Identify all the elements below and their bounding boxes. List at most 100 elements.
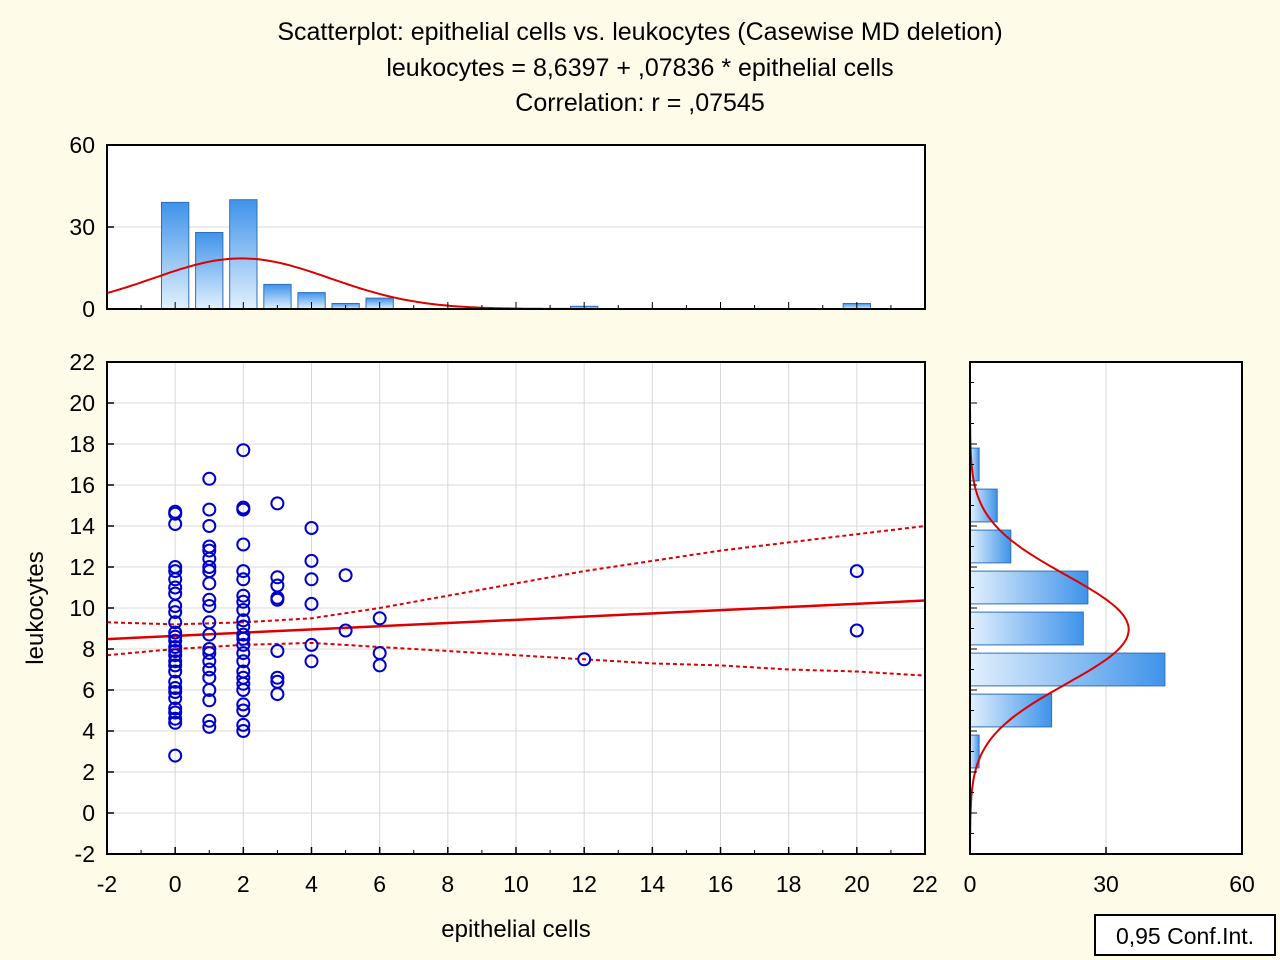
x-histogram-bar	[229, 199, 258, 310]
scatter-point	[372, 646, 387, 661]
y-histogram-panel: 0 30 60	[964, 361, 1255, 897]
y-histogram-ticks: 0 30 60	[964, 361, 1255, 897]
scatter-point	[236, 613, 251, 628]
scatter-point	[168, 560, 183, 574]
scatter-point	[168, 580, 183, 595]
scatter-point	[168, 644, 183, 658]
scatter-point	[270, 578, 285, 593]
scatter-point	[202, 670, 217, 685]
scatter-point	[202, 599, 217, 613]
y-histogram-x-tick-label: 0	[964, 871, 977, 897]
y-tick-label: 8	[82, 636, 95, 662]
scatter-point	[236, 564, 251, 579]
x-histogram-y-tick-label: 60	[69, 132, 95, 158]
y-tick-label: 0	[82, 800, 95, 826]
y-tick-label: 10	[69, 595, 95, 621]
x-tick-label: 0	[169, 871, 182, 897]
scatter-point	[236, 594, 251, 609]
y-tick-label: 16	[69, 472, 95, 498]
scatter-point	[168, 691, 183, 706]
scatter-point	[304, 521, 319, 535]
y-tick-label: 18	[69, 431, 95, 457]
scatter-point	[849, 623, 864, 638]
scatter-point	[304, 596, 319, 611]
conf-band-upper	[106, 525, 926, 626]
scatter-point	[202, 642, 217, 656]
y-histogram-bar	[969, 652, 1166, 687]
scatter-point	[236, 627, 251, 642]
scatter-point	[168, 615, 183, 630]
scatter-point	[202, 471, 217, 486]
scatter-point	[236, 572, 251, 587]
scatter-point	[202, 646, 217, 661]
x-tick-label: 18	[776, 871, 802, 897]
scatter-point	[168, 674, 183, 689]
scatter-point	[168, 748, 183, 763]
scatter-point	[236, 637, 251, 652]
y-histogram-x-tick-label: 60	[1229, 871, 1255, 897]
x-tick-label: 22	[912, 871, 938, 897]
x-axis-label: epithelial cells	[441, 916, 590, 943]
x-tick-label: 6	[373, 871, 386, 897]
scatter-point	[236, 724, 251, 738]
scatter-point	[304, 553, 319, 568]
scatter-point	[577, 652, 592, 667]
scatter-point	[168, 658, 183, 673]
scatter-point	[168, 715, 183, 730]
title-line-3: Correlation: r = ,07545	[515, 89, 764, 117]
scatter-point	[236, 500, 251, 515]
scatter-point	[168, 648, 183, 663]
scatter-point	[304, 654, 319, 669]
scatter-point	[168, 640, 183, 654]
scatter-point	[168, 605, 183, 620]
x-histogram-bar	[161, 201, 190, 310]
scatter-point	[236, 654, 251, 669]
x-tick-label: 12	[571, 871, 597, 897]
y-axis-label: leukocytes	[22, 551, 49, 664]
y-tick-label: 20	[69, 390, 95, 416]
scatter-point	[270, 496, 285, 511]
scatter-point	[236, 588, 251, 603]
scatter-point	[168, 685, 183, 699]
scatter-points	[168, 443, 864, 763]
y-tick-label: 22	[69, 349, 95, 375]
scatter-point	[236, 603, 251, 617]
x-tick-label: 14	[640, 871, 666, 897]
scatter-ticks: -2 0 2 4 6 8 10 12 14 16 18 20 22 -2 0 2 4 6 8 10 12 14 16 18 20…	[69, 349, 937, 897]
x-tick-label: 2	[237, 871, 250, 897]
x-tick-label: 8	[441, 871, 454, 897]
scatter-point	[270, 644, 285, 658]
x-histogram-bar	[195, 232, 224, 310]
scatter-point	[168, 664, 183, 679]
scatter-point	[202, 539, 217, 554]
scatter-point	[236, 703, 251, 718]
scatter-point	[168, 711, 183, 726]
scatter-point	[168, 681, 183, 695]
scatter-point	[168, 629, 183, 644]
y-histogram-bar	[969, 611, 1084, 646]
scatter-point	[168, 705, 183, 720]
scatter-point	[849, 564, 864, 579]
scatter-point	[168, 586, 183, 601]
scatter-point	[168, 654, 183, 669]
x-tick-label: 20	[844, 871, 870, 897]
x-tick-label: 4	[305, 871, 318, 897]
y-tick-label: 12	[69, 554, 95, 580]
x-tick-label: 16	[708, 871, 734, 897]
scatter-point	[202, 560, 217, 574]
scatter-point	[168, 564, 183, 579]
scatter-panel: -2 0 2 4 6 8 10 12 14 16 18 20 22 -2 0 2 4 6 8 10 12 14 16 18 20…	[22, 349, 938, 943]
scatter-point	[338, 568, 353, 583]
chart-title: Scatterplot: epithelial cells vs. leukoc…	[277, 18, 1002, 117]
scatter-point	[270, 674, 285, 689]
x-tick-label: -2	[97, 871, 117, 897]
scatter-point	[202, 519, 217, 533]
scatter-point	[168, 701, 183, 716]
scatter-point	[202, 713, 217, 728]
scatter-point	[236, 664, 251, 679]
y-tick-label: 6	[82, 677, 95, 703]
scatter-point	[202, 719, 217, 734]
y-histogram-bar	[969, 570, 1089, 605]
scatter-point	[236, 537, 251, 552]
